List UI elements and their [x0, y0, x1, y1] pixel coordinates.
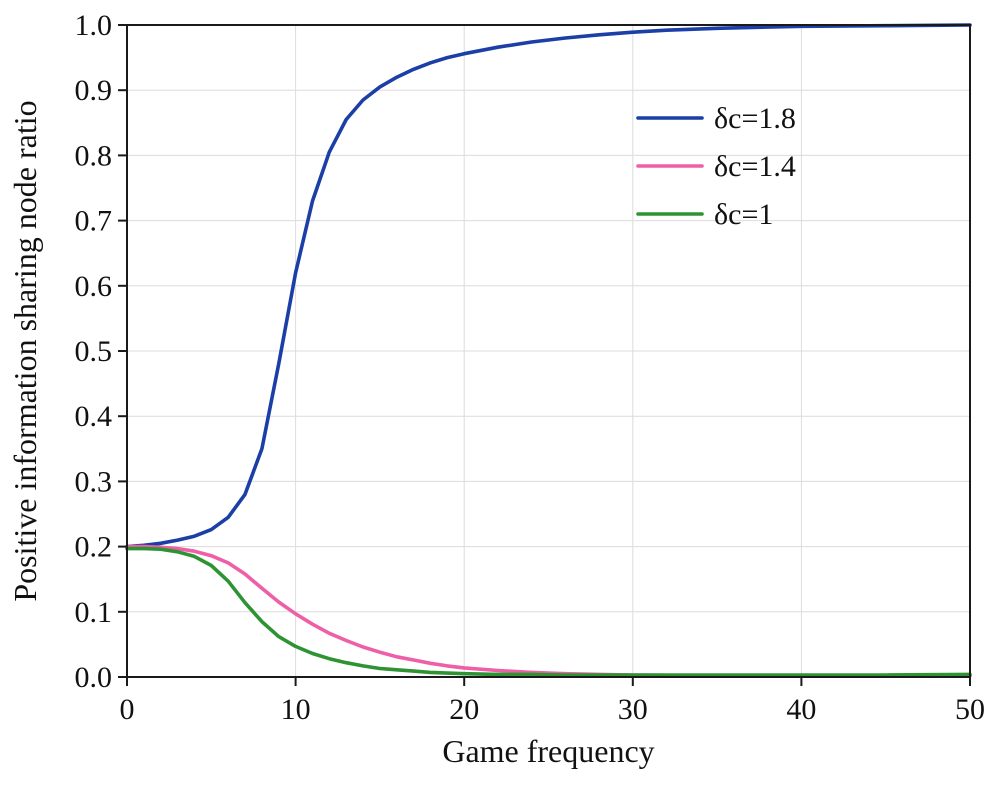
legend-label-2: δc=1 [714, 198, 773, 231]
y-tick-label: 0.3 [75, 465, 113, 498]
legend-label-0: δc=1.8 [714, 102, 796, 135]
y-axis-label: Positive information sharing node ratio [7, 100, 43, 601]
y-tick-label: 0.5 [75, 335, 113, 368]
y-tick-label: 1.0 [75, 9, 113, 42]
x-tick-label: 40 [786, 693, 816, 726]
y-tick-label: 0.2 [75, 531, 113, 564]
legend-label-1: δc=1.4 [714, 150, 796, 183]
y-tick-label: 0.9 [75, 74, 113, 107]
x-tick-label: 10 [281, 693, 311, 726]
x-tick-label: 20 [449, 693, 479, 726]
y-tick-label: 0.7 [75, 205, 113, 238]
series-line-0 [125, 23, 972, 549]
y-tick-label: 0.6 [75, 270, 113, 303]
y-tick-label: 0.4 [75, 400, 113, 433]
x-axis-label: Game frequency [442, 733, 654, 769]
y-tick-label: 0.1 [75, 596, 113, 629]
y-tick-label: 0.8 [75, 139, 113, 172]
series-line-2 [125, 546, 972, 677]
x-tick-label: 50 [955, 693, 985, 726]
x-tick-label: 0 [120, 693, 135, 726]
x-tick-label: 30 [618, 693, 648, 726]
y-tick-label: 0.0 [75, 661, 113, 694]
